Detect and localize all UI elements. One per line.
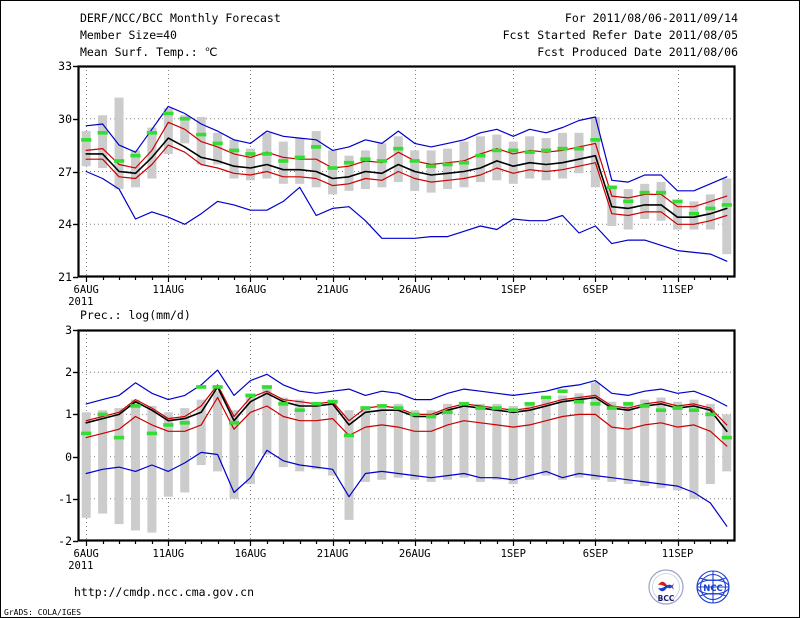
bcc-logo: BCC xyxy=(646,568,686,608)
precipitation-axis-title: Prec.: log(mm/d) xyxy=(80,308,191,322)
source-url[interactable]: http://cmdp.ncc.cma.gov.cn xyxy=(74,585,255,599)
chart-title: DERF/NCC/BCC Monthly Forecast xyxy=(80,11,281,25)
temperature-axis-title: Mean Surf. Temp.: ℃ xyxy=(80,45,218,59)
ncc-logo: NCC xyxy=(692,568,734,608)
member-size-label: Member Size=40 xyxy=(80,28,177,42)
fcst-started-label: Fcst Started Refer Date 2011/08/05 xyxy=(502,28,738,42)
svg-text:BCC: BCC xyxy=(658,594,675,603)
forecast-period-label: For 2011/08/06-2011/09/14 xyxy=(564,11,738,25)
svg-text:NCC: NCC xyxy=(703,584,723,594)
fcst-produced-label: Fcst Produced Date 2011/08/06 xyxy=(537,45,738,59)
grads-credit: GrADS: COLA/IGES xyxy=(4,608,82,617)
